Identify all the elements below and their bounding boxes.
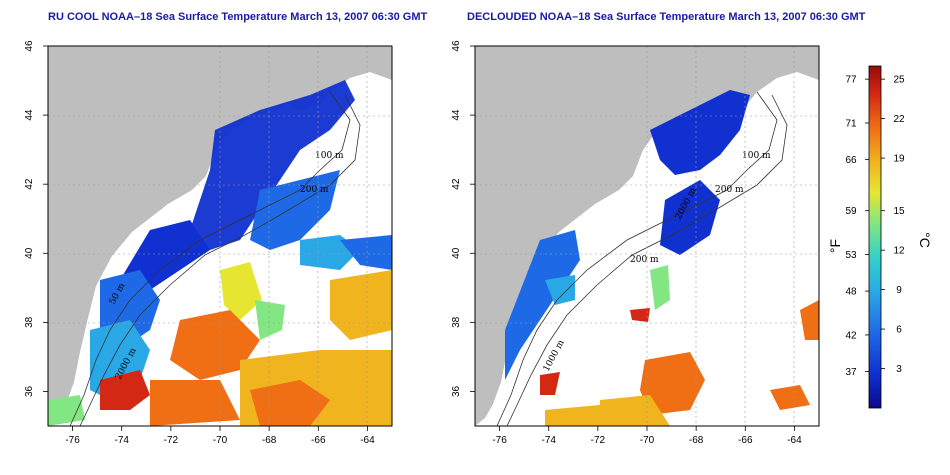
colorbar-celsius-label: °C <box>917 232 933 248</box>
left-y-tick-label: 36 <box>24 385 35 397</box>
colorbar-celsius-tick-label: 6 <box>896 325 902 336</box>
left-panel-title: RU COOL NOAA–18 Sea Surface Temperature … <box>48 11 428 23</box>
colorbar-fahrenheit-ticks: 77 71 66 59 53 48 42 37 <box>845 75 869 378</box>
colorbar-fahrenheit-tick-label: 48 <box>845 287 857 298</box>
right-x-tick-label: -66 <box>738 435 753 446</box>
left-y-tick-label: 46 <box>24 40 35 52</box>
left-x-tick-label: -64 <box>360 435 375 446</box>
right-land-mass <box>475 46 819 426</box>
left-x-tick-label: -70 <box>213 435 228 446</box>
left-contour-label-100: 100 m <box>315 151 344 161</box>
colorbar-fahrenheit-tick-label: 66 <box>845 155 857 166</box>
right-x-tick-label: -72 <box>591 435 606 446</box>
colorbar-celsius-tick-label: 15 <box>893 206 905 217</box>
colorbar-celsius-tick-label: 22 <box>893 114 905 125</box>
colorbar-celsius-ticks: 25 22 19 15 12 9 6 3 <box>881 75 905 375</box>
colorbar-celsius-tick-label: 19 <box>893 154 905 165</box>
right-y-tick-label: 40 <box>451 247 462 259</box>
colorbar-fahrenheit-tick-label: 53 <box>845 250 857 261</box>
right-panel-title: DECLOUDED NOAA–18 Sea Surface Temperatur… <box>467 11 866 23</box>
right-contour-label-200-upper: 200 m <box>715 185 744 195</box>
right-x-tick-label: -74 <box>541 435 556 446</box>
colorbar-celsius-tick-label: 3 <box>896 364 902 375</box>
colorbar-celsius-tick-label: 12 <box>893 246 905 257</box>
right-bathymetry-contours <box>496 91 788 426</box>
colorbar-gradient <box>868 65 882 409</box>
left-y-axis: 36 38 40 42 44 46 <box>24 40 48 397</box>
colorbar-celsius-tick-label: 25 <box>893 75 905 86</box>
right-contour-label-200-lower: 200 m <box>630 255 659 265</box>
left-x-tick-label: -76 <box>65 435 80 446</box>
right-y-tick-label: 44 <box>451 109 462 121</box>
colorbar-fahrenheit-label: °F <box>827 239 843 253</box>
left-x-axis: -76 -74 -72 -70 -68 -66 -64 <box>65 426 375 446</box>
left-map-panel: 100 m 200 m 50 m 2000 m -76 -74 -72 -70 -68-… <box>24 40 393 446</box>
right-map-panel: 100 m 200 m 2000 m 200 m 1000 m -76 -74 -7… <box>451 40 820 446</box>
right-sst-field <box>505 90 819 426</box>
colorbar-fahrenheit-tick-label: 42 <box>845 330 857 341</box>
right-x-axis: -76 -74 -72 -70 -68 -66 -64 <box>492 426 802 446</box>
left-sst-field <box>48 80 392 426</box>
left-y-tick-label: 42 <box>24 178 35 190</box>
right-y-tick-label: 36 <box>451 385 462 397</box>
colorbar-fahrenheit-tick-label: 59 <box>845 206 857 217</box>
right-x-tick-label: -76 <box>492 435 507 446</box>
right-y-axis: 36 38 40 42 44 46 <box>451 40 475 397</box>
right-y-tick-label: 42 <box>451 178 462 190</box>
colorbar-celsius-tick-label: 9 <box>896 285 902 296</box>
left-bathymetry-contours <box>69 91 361 426</box>
colorbar-fahrenheit-tick-label: 37 <box>845 367 857 378</box>
right-contour-label-100: 100 m <box>742 151 771 161</box>
left-y-tick-label: 40 <box>24 247 35 259</box>
left-x-tick-label: -68 <box>262 435 277 446</box>
colorbar-fahrenheit-tick-label: 77 <box>845 75 857 86</box>
left-x-tick-label: -74 <box>114 435 129 446</box>
left-y-tick-label: 44 <box>24 109 35 121</box>
left-y-tick-label: 38 <box>24 316 35 328</box>
colorbar-fahrenheit-tick-label: 71 <box>845 119 857 130</box>
right-y-tick-label: 38 <box>451 316 462 328</box>
right-y-tick-label: 46 <box>451 40 462 52</box>
left-x-tick-label: -66 <box>311 435 326 446</box>
left-contour-label-200: 200 m <box>300 185 329 195</box>
right-gridlines <box>475 46 819 426</box>
left-land-mass <box>48 46 392 426</box>
right-x-tick-label: -68 <box>689 435 704 446</box>
right-x-tick-label: -70 <box>640 435 655 446</box>
right-x-tick-label: -64 <box>787 435 802 446</box>
left-gridlines <box>48 46 392 426</box>
temperature-colorbar: 77 71 66 59 53 48 42 37 25 22 19 15 12 9 6 3 °F °C <box>827 65 933 409</box>
left-x-tick-label: -72 <box>164 435 179 446</box>
